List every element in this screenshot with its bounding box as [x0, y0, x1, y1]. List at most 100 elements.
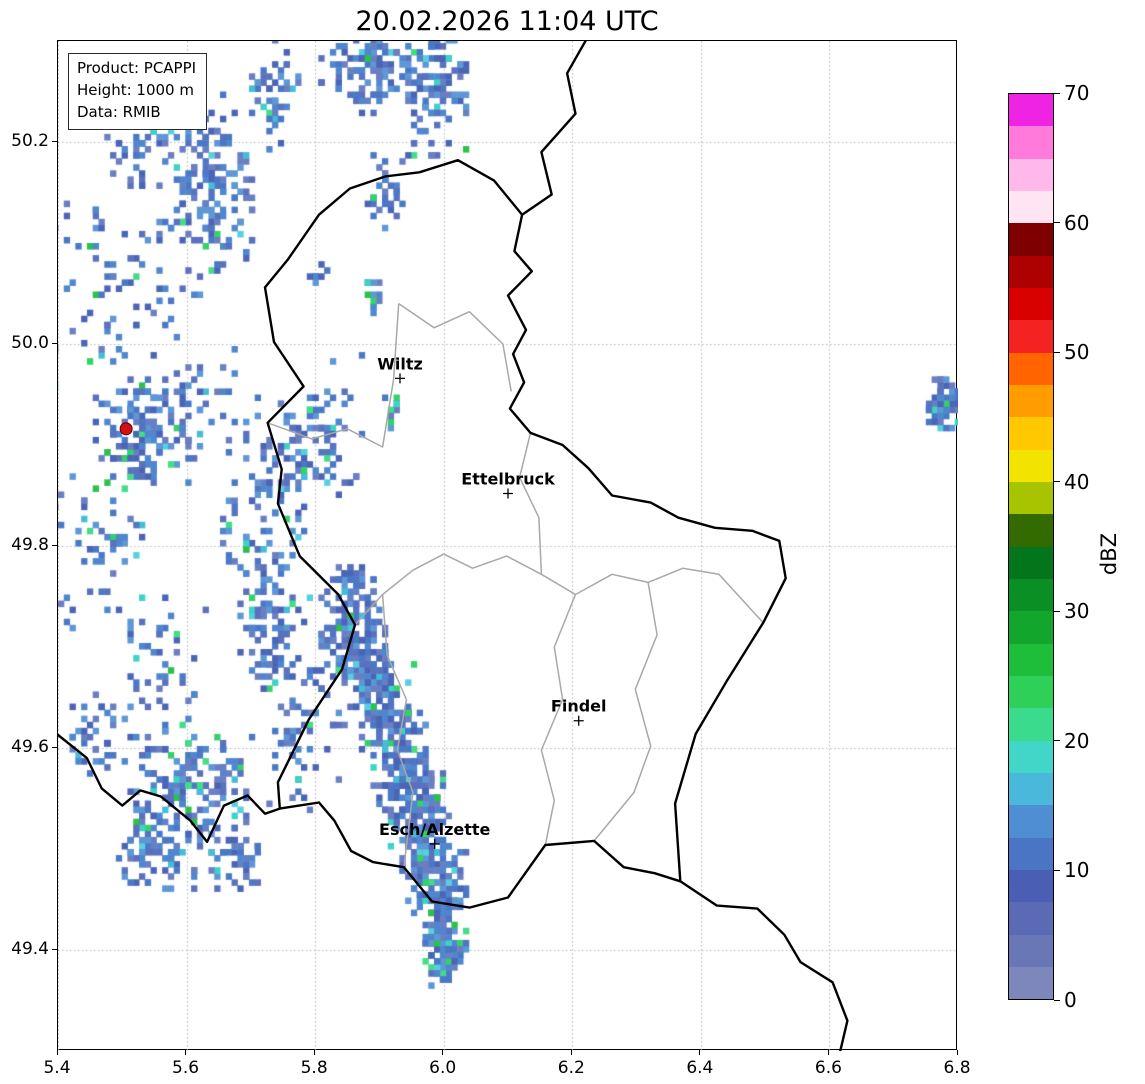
colorbar-segment — [1009, 869, 1053, 903]
colorbar-tick-mark — [1054, 92, 1060, 94]
colorbar-label: dBZ — [1097, 532, 1121, 576]
colorbar-tick-label: 30 — [1064, 599, 1090, 624]
colorbar-segment — [1009, 675, 1053, 709]
y-tick-label: 50.0 — [11, 333, 49, 353]
colorbar-tick-mark — [1054, 999, 1060, 1001]
colorbar-segment — [1009, 287, 1053, 321]
y-tick-label: 49.8 — [11, 535, 49, 555]
colorbar-tick-mark — [1054, 481, 1060, 483]
colorbar-segment — [1009, 514, 1053, 547]
city-marker — [503, 488, 513, 499]
map-plot: Wiltz Ettelbruck Findel Esch/Alzette Produc… — [57, 40, 958, 1051]
x-tick-mark — [956, 1050, 958, 1055]
district-border — [593, 582, 658, 842]
radar-site-dot — [119, 422, 133, 436]
country-border — [263, 159, 787, 909]
district-border — [540, 594, 577, 846]
x-tick-label: 6.0 — [429, 1058, 457, 1078]
district-border — [267, 303, 400, 448]
x-tick-mark — [56, 1050, 58, 1055]
info-product: Product: PCAPPI — [77, 59, 197, 77]
colorbar-segment — [1009, 255, 1053, 288]
colorbar-segment — [1009, 190, 1053, 224]
colorbar-segment — [1009, 158, 1053, 191]
colorbar-tick-mark — [1054, 610, 1060, 612]
x-tick-mark — [827, 1050, 829, 1055]
colorbar-segment — [1009, 384, 1053, 418]
colorbar-tick-mark — [1054, 740, 1060, 742]
colorbar-tick-label: 70 — [1064, 81, 1090, 105]
colorbar-segment — [1009, 352, 1053, 385]
colorbar-tick-label: 10 — [1064, 858, 1090, 883]
city-marker — [395, 373, 405, 384]
info-height: Height: 1000 m — [77, 80, 194, 99]
city-label: Findel — [551, 697, 607, 716]
colorbar-tick-label: 20 — [1064, 728, 1090, 753]
colorbar-tick-mark — [1054, 222, 1060, 224]
colorbar-segment — [1009, 740, 1053, 773]
y-tick-mark — [52, 746, 57, 748]
colorbar-segment — [1009, 94, 1053, 127]
info-box: Product: PCAPPI Height: 1000 m Data: RMI… — [68, 53, 208, 131]
x-tick-label: 5.8 — [300, 1058, 328, 1078]
y-tick-label: 49.4 — [11, 939, 49, 959]
y-tick-mark — [52, 140, 57, 142]
city-label: Wiltz — [377, 354, 423, 373]
city-marker — [429, 838, 440, 849]
x-tick-mark — [570, 1050, 572, 1055]
x-tick-label: 5.6 — [172, 1058, 200, 1078]
colorbar-segment — [1009, 449, 1053, 482]
colorbar — [1008, 93, 1054, 1000]
figure-title: 20.02.2026 11:04 UTC — [355, 6, 659, 37]
district-border — [354, 553, 764, 626]
colorbar-segment — [1009, 578, 1053, 612]
colorbar-tick-label: 0 — [1064, 988, 1077, 1012]
y-tick-mark — [52, 948, 57, 950]
radar-echo-canvas — [58, 41, 958, 1051]
city-marker — [573, 715, 584, 726]
colorbar-tick-label: 50 — [1064, 340, 1090, 365]
country-border — [521, 41, 587, 216]
colorbar-segment — [1009, 902, 1053, 935]
city-label: Esch/Alzette — [379, 820, 491, 839]
y-tick-mark — [52, 544, 57, 546]
colorbar-segment — [1009, 837, 1053, 870]
colorbar-segment — [1009, 643, 1053, 676]
x-tick-mark — [313, 1050, 315, 1055]
x-tick-label: 5.4 — [43, 1058, 71, 1078]
map-svg: Wiltz Ettelbruck Findel Esch/Alzette — [58, 41, 849, 1051]
district-border — [398, 302, 512, 392]
colorbar-segment — [1009, 320, 1053, 353]
y-tick-label: 49.6 — [11, 737, 49, 757]
district-border — [381, 594, 414, 868]
colorbar-tick-label: 60 — [1064, 210, 1090, 235]
colorbar-segment — [1009, 934, 1053, 967]
country-border — [58, 733, 281, 844]
colorbar-segment — [1009, 772, 1053, 806]
colorbar-segment — [1009, 546, 1053, 579]
x-tick-label: 6.8 — [943, 1058, 971, 1078]
x-tick-label: 6.4 — [686, 1058, 714, 1078]
district-border — [518, 432, 543, 575]
colorbar-segment — [1009, 611, 1053, 644]
y-tick-mark — [52, 342, 57, 344]
colorbar-segment — [1009, 126, 1053, 159]
colorbar-segment — [1009, 417, 1053, 450]
city-label: Ettelbruck — [461, 469, 555, 488]
x-tick-mark — [185, 1050, 187, 1055]
colorbar-segment — [1009, 805, 1053, 838]
colorbar-segment — [1009, 966, 1053, 1000]
colorbar-segment — [1009, 223, 1053, 256]
x-tick-label: 6.6 — [814, 1058, 842, 1078]
colorbar-segment — [1009, 481, 1053, 515]
country-border — [679, 880, 849, 1051]
x-tick-label: 6.2 — [557, 1058, 585, 1078]
x-tick-mark — [699, 1050, 701, 1055]
colorbar-tick-label: 40 — [1064, 469, 1090, 494]
info-data: Data: RMIB — [77, 102, 161, 121]
x-tick-mark — [442, 1050, 444, 1055]
colorbar-segment — [1009, 708, 1053, 741]
colorbar-tick-mark — [1054, 869, 1060, 871]
colorbar-tick-mark — [1054, 351, 1060, 353]
